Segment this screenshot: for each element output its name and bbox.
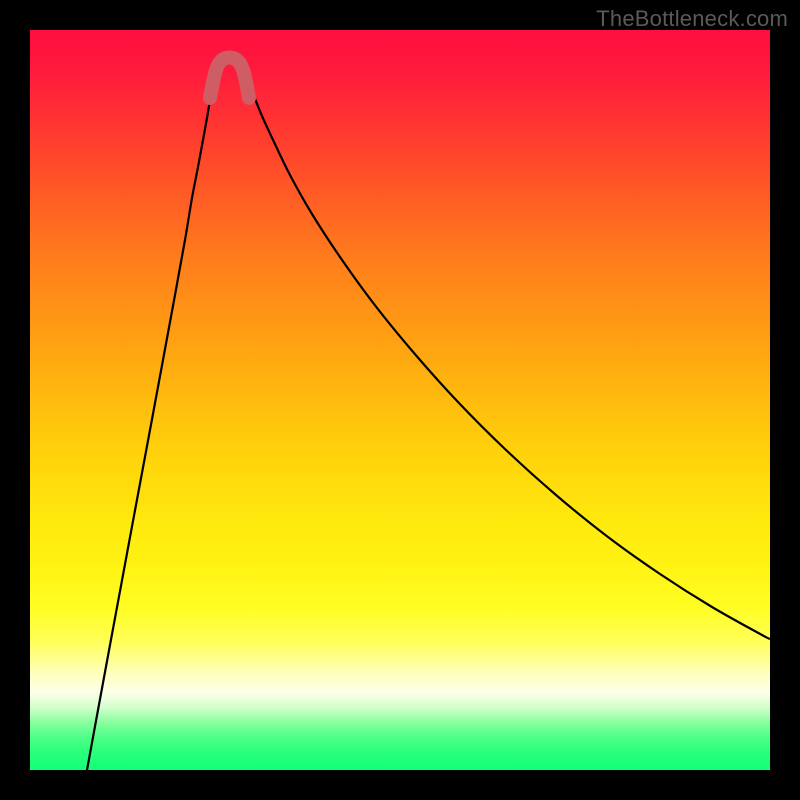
chart-container: TheBottleneck.com — [0, 0, 800, 800]
bottleneck-chart — [0, 0, 800, 800]
